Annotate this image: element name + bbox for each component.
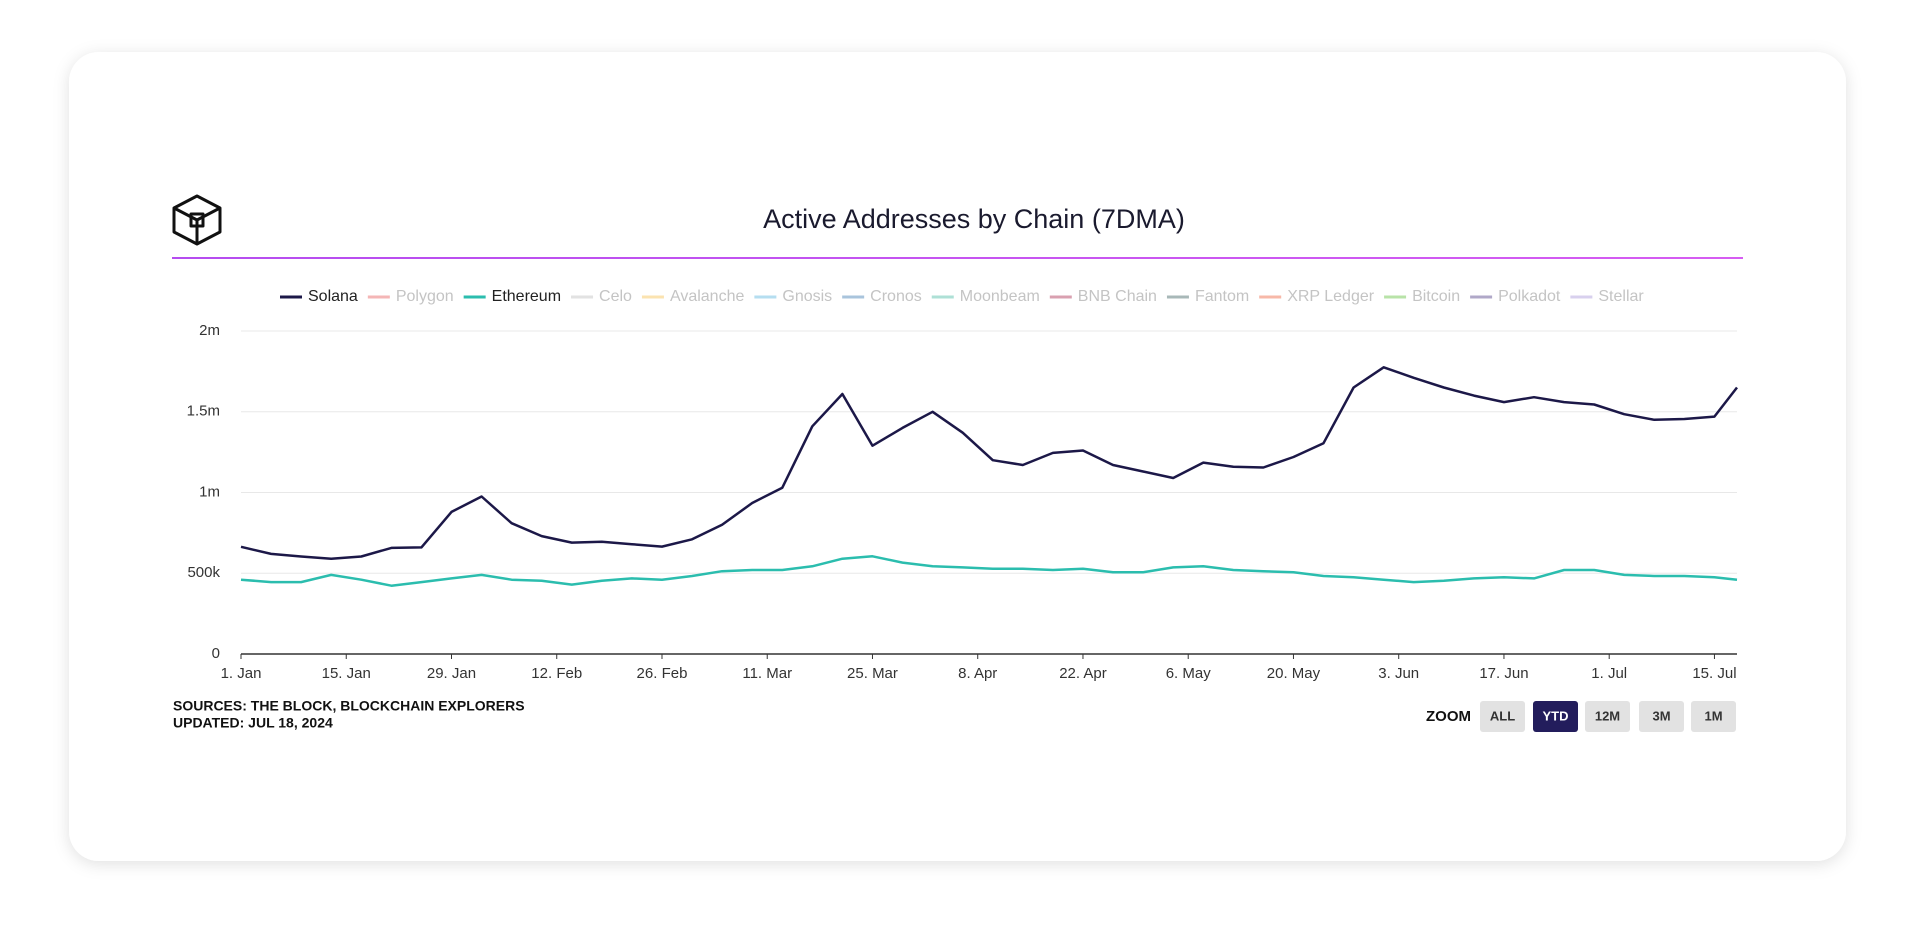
zoom-button-label: 3M bbox=[1652, 708, 1670, 723]
zoom-button-label: ALL bbox=[1490, 708, 1515, 723]
zoom-button-label: 1M bbox=[1704, 708, 1722, 723]
series-line bbox=[240, 555, 1738, 587]
zoom-button[interactable]: 3M bbox=[1639, 701, 1684, 732]
x-tick-label: 3. Jun bbox=[1378, 665, 1419, 682]
x-tick-label: 26. Feb bbox=[637, 665, 688, 682]
zoom-button[interactable]: YTD bbox=[1533, 701, 1578, 732]
legend-item[interactable]: Solana bbox=[280, 288, 358, 305]
y-tick-label: 1.5m bbox=[187, 403, 220, 420]
legend-item[interactable]: BNB Chain bbox=[1049, 288, 1157, 305]
legend-label[interactable]: Gnosis bbox=[782, 288, 832, 305]
x-tick-label: 25. Mar bbox=[847, 665, 898, 682]
x-tick-label: 1. Jul bbox=[1591, 665, 1627, 682]
legend-label[interactable]: Polkadot bbox=[1498, 288, 1561, 305]
zoom-button-label: YTD bbox=[1543, 708, 1569, 723]
chart-title: Active Addresses by Chain (7DMA) bbox=[763, 204, 1185, 234]
legend-label[interactable]: Cronos bbox=[870, 288, 922, 305]
series-line bbox=[240, 366, 1738, 560]
legend-label[interactable]: Bitcoin bbox=[1412, 288, 1460, 305]
x-tick-label: 6. May bbox=[1166, 665, 1212, 682]
legend-label[interactable]: Moonbeam bbox=[960, 288, 1040, 305]
zoom-button[interactable]: ALL bbox=[1480, 701, 1525, 732]
legend-item[interactable]: Moonbeam bbox=[931, 288, 1040, 305]
y-tick-label: 2m bbox=[199, 322, 220, 339]
legend-item[interactable]: Polkadot bbox=[1470, 288, 1561, 305]
y-tick-label: 500k bbox=[187, 564, 220, 581]
zoom-button-bg bbox=[1480, 701, 1525, 732]
x-tick-label: 8. Apr bbox=[958, 665, 997, 682]
legend-label[interactable]: Stellar bbox=[1598, 288, 1644, 305]
legend-item[interactable]: Cronos bbox=[842, 288, 922, 305]
legend-label[interactable]: Polygon bbox=[396, 288, 454, 305]
x-tick-label: 20. May bbox=[1267, 665, 1321, 682]
legend-label[interactable]: BNB Chain bbox=[1078, 288, 1157, 305]
legend-label[interactable]: XRP Ledger bbox=[1287, 288, 1375, 305]
legend-item[interactable]: Polygon bbox=[367, 288, 454, 305]
x-tick-label: 17. Jun bbox=[1479, 665, 1528, 682]
updated: UPDATED: JUL 18, 2024 bbox=[173, 715, 333, 731]
y-tick-label: 0 bbox=[212, 645, 220, 662]
logo bbox=[172, 194, 222, 246]
sources: SOURCES: THE BLOCK, BLOCKCHAIN EXPLORERS bbox=[173, 698, 525, 714]
legend-item[interactable]: Bitcoin bbox=[1384, 288, 1460, 305]
legend-item[interactable]: Stellar bbox=[1570, 288, 1644, 305]
title-divider bbox=[172, 257, 1743, 259]
legend-label[interactable]: Ethereum bbox=[492, 288, 561, 305]
legend-label[interactable]: Avalanche bbox=[670, 288, 745, 305]
x-tick-label: 15. Jul bbox=[1692, 665, 1736, 682]
x-tick-label: 12. Feb bbox=[531, 665, 582, 682]
zoom-button-label: 12M bbox=[1595, 708, 1620, 723]
legend-label[interactable]: Celo bbox=[599, 288, 632, 305]
legend-item[interactable]: Celo bbox=[571, 288, 632, 305]
y-tick-label: 1m bbox=[199, 483, 220, 500]
zoom-button-bg bbox=[1639, 701, 1684, 732]
card bbox=[69, 52, 1846, 861]
zoom-button[interactable]: 1M bbox=[1691, 701, 1736, 732]
x-tick-label: 29. Jan bbox=[427, 665, 476, 682]
legend-item[interactable]: Fantom bbox=[1166, 288, 1249, 305]
x-tick-label: 11. Mar bbox=[742, 665, 792, 682]
legend-item[interactable]: Avalanche bbox=[641, 288, 745, 305]
x-tick-label: 22. Apr bbox=[1059, 665, 1107, 682]
legend-item[interactable]: Gnosis bbox=[754, 288, 832, 305]
zoom-button-bg bbox=[1691, 701, 1736, 732]
zoom-label: ZOOM bbox=[1426, 708, 1471, 725]
zoom-button-bg bbox=[1533, 701, 1578, 732]
zoom-button-bg bbox=[1585, 701, 1630, 732]
legend-label[interactable]: Solana bbox=[308, 288, 358, 305]
x-tick-label: 15. Jan bbox=[322, 665, 371, 682]
legend-item[interactable]: XRP Ledger bbox=[1259, 288, 1375, 305]
x-tick-label: 1. Jan bbox=[221, 665, 262, 682]
legend-label[interactable]: Fantom bbox=[1195, 288, 1249, 305]
zoom-button[interactable]: 12M bbox=[1585, 701, 1630, 732]
legend-item[interactable]: Ethereum bbox=[463, 288, 561, 305]
